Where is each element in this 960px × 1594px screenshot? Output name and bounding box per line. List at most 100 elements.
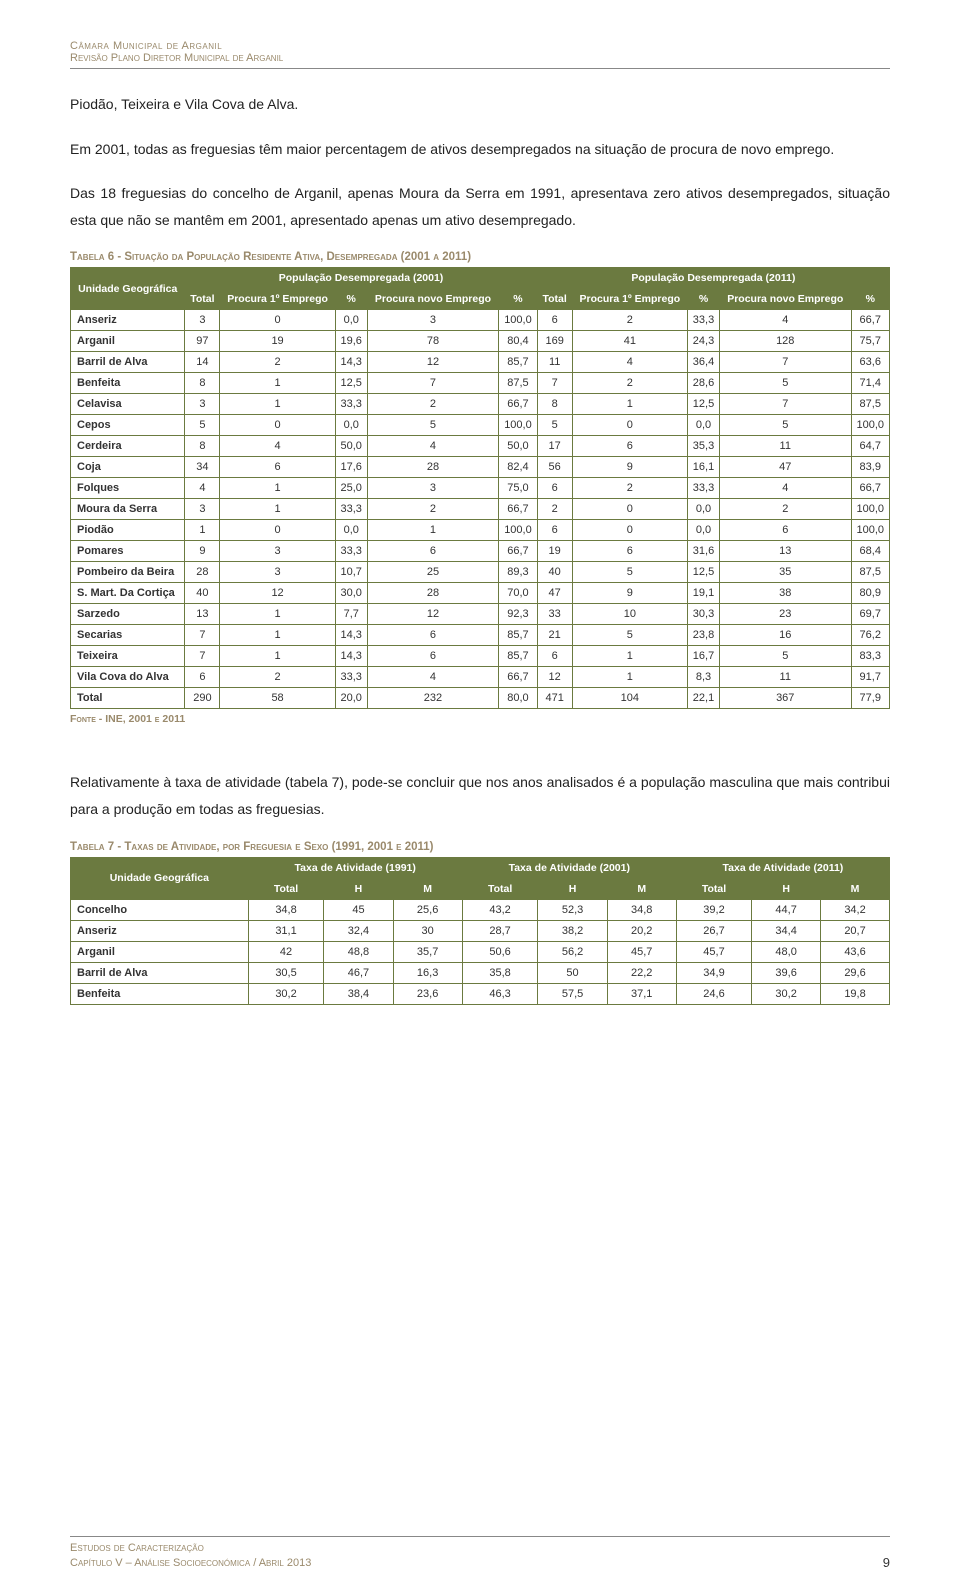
cell: 87,5 (851, 394, 889, 415)
row-label: Benfeita (71, 983, 249, 1004)
cell: 20,2 (607, 920, 676, 941)
cell: 3 (185, 310, 220, 331)
cell: 37,1 (607, 983, 676, 1004)
cell: 38,4 (324, 983, 393, 1004)
cell: 85,7 (499, 646, 537, 667)
cell: 50 (538, 962, 607, 983)
table-row: Teixeira7114,3685,76116,7583,3 (71, 646, 890, 667)
cell: 80,4 (499, 331, 537, 352)
cell: 1 (367, 520, 499, 541)
cell: 87,5 (499, 373, 537, 394)
cell: 33,3 (335, 499, 367, 520)
table-row: Anseriz300,03100,06233,3466,7 (71, 310, 890, 331)
cell: 44,7 (752, 899, 821, 920)
cell: 16 (719, 625, 851, 646)
cell: 1 (220, 499, 335, 520)
row-label: Pomares (71, 541, 185, 562)
t7-g2011: Taxa de Atividade (2011) (676, 857, 889, 878)
cell: 128 (719, 331, 851, 352)
cell: 33,3 (688, 310, 720, 331)
cell: 19 (537, 541, 572, 562)
cell: 0 (220, 520, 335, 541)
cell: 76,2 (851, 625, 889, 646)
cell: 104 (572, 688, 687, 709)
cell: 12,5 (688, 562, 720, 583)
cell: 3 (220, 541, 335, 562)
header-sub: Revisão Plano Diretor Municipal de Argan… (70, 52, 890, 64)
cell: 7 (719, 394, 851, 415)
cell: 39,2 (676, 899, 751, 920)
cell: 34,8 (607, 899, 676, 920)
cell: 6 (367, 625, 499, 646)
row-label: Concelho (71, 899, 249, 920)
cell: 16,3 (393, 962, 462, 983)
cell: 64,7 (851, 436, 889, 457)
row-label: Folques (71, 478, 185, 499)
table6: Unidade Geográfica População Desempregad… (70, 267, 890, 709)
cell: 9 (572, 583, 687, 604)
t7-h-h2: H (538, 878, 607, 899)
table-row: Benfeita30,238,423,646,357,537,124,630,2… (71, 983, 890, 1004)
table-row: Total2905820,023280,047110422,136777,9 (71, 688, 890, 709)
cell: 6 (719, 520, 851, 541)
cell: 6 (572, 541, 687, 562)
cell: 169 (537, 331, 572, 352)
footer-line2: Capítulo V – Análise Socioeconómica / Ab… (70, 1556, 311, 1570)
t7-g1991: Taxa de Atividade (1991) (248, 857, 462, 878)
cell: 2 (572, 478, 687, 499)
cell: 33,3 (335, 394, 367, 415)
table-row: Celavisa3133,3266,78112,5787,5 (71, 394, 890, 415)
cell: 97 (185, 331, 220, 352)
cell: 3 (367, 310, 499, 331)
row-label: Moura da Serra (71, 499, 185, 520)
cell: 34,4 (752, 920, 821, 941)
cell: 2 (367, 499, 499, 520)
cell: 5 (572, 562, 687, 583)
cell: 2 (719, 499, 851, 520)
cell: 80,9 (851, 583, 889, 604)
t7-h-h3: H (752, 878, 821, 899)
cell: 10,7 (335, 562, 367, 583)
table-row: Pombeiro da Beira28310,72589,340512,5358… (71, 562, 890, 583)
cell: 22,2 (607, 962, 676, 983)
cell: 6 (537, 478, 572, 499)
cell: 4 (367, 436, 499, 457)
cell: 5 (719, 646, 851, 667)
cell: 1 (220, 394, 335, 415)
cell: 17,6 (335, 457, 367, 478)
table-row: Anseriz31,132,43028,738,220,226,734,420,… (71, 920, 890, 941)
cell: 77,9 (851, 688, 889, 709)
row-label: Benfeita (71, 373, 185, 394)
cell: 33,3 (688, 478, 720, 499)
cell: 46,7 (324, 962, 393, 983)
cell: 58 (220, 688, 335, 709)
cell: 1 (220, 604, 335, 625)
cell: 36,4 (688, 352, 720, 373)
cell: 46,3 (462, 983, 538, 1004)
cell: 100,0 (851, 520, 889, 541)
cell: 34,8 (248, 899, 324, 920)
t6-h-pct4: % (851, 289, 889, 310)
cell: 3 (185, 394, 220, 415)
cell: 0,0 (335, 310, 367, 331)
row-label: Arganil (71, 941, 249, 962)
cell: 42 (248, 941, 324, 962)
cell: 0,0 (688, 499, 720, 520)
cell: 232 (367, 688, 499, 709)
cell: 471 (537, 688, 572, 709)
cell: 0 (572, 415, 687, 436)
t7-h-m1: M (393, 878, 462, 899)
cell: 71,4 (851, 373, 889, 394)
cell: 50,0 (335, 436, 367, 457)
cell: 57,5 (538, 983, 607, 1004)
cell: 47 (719, 457, 851, 478)
t6-h-p1-2: Procura 1º Emprego (572, 289, 687, 310)
cell: 0 (572, 499, 687, 520)
row-label: Barril de Alva (71, 962, 249, 983)
table-row: Concelho34,84525,643,252,334,839,244,734… (71, 899, 890, 920)
footer: Estudos de Caracterização Capítulo V – A… (70, 1532, 890, 1570)
table-row: Piodão100,01100,0600,06100,0 (71, 520, 890, 541)
cell: 5 (185, 415, 220, 436)
cell: 14,3 (335, 625, 367, 646)
cell: 0 (572, 520, 687, 541)
